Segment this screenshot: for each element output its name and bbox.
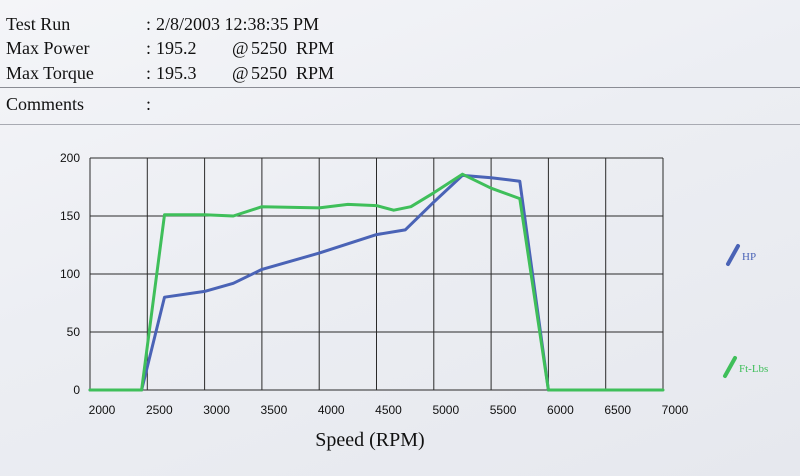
max-power-colon: : <box>146 38 152 58</box>
x-tick-label-2500: 2500 <box>146 403 173 417</box>
y-tick-label-0: 0 <box>73 383 80 397</box>
max-power-unit: RPM <box>296 38 335 58</box>
max-power-rpm: 5250 <box>251 38 287 58</box>
x-tick-label-4000: 4000 <box>318 403 345 417</box>
series-line-ft-lbs <box>88 172 665 392</box>
legend-swatch-hp <box>726 244 740 266</box>
chart-series <box>88 172 665 392</box>
max-power-label: Max Power <box>6 38 90 58</box>
comments-colon: : <box>146 94 152 114</box>
test-run-value: 2/8/2003 12:38:35 PM <box>156 14 320 34</box>
x-axis-title: Speed (RPM) <box>315 429 424 451</box>
x-tick-label-6500: 6500 <box>604 403 631 417</box>
max-torque-colon: : <box>146 63 152 83</box>
x-tick-label-4500: 4500 <box>375 403 402 417</box>
header-divider-bottom <box>0 124 800 125</box>
max-power-at: @ <box>232 38 249 58</box>
x-tick-label-3000: 3000 <box>203 403 230 417</box>
y-tick-label-50: 50 <box>67 325 81 339</box>
chart-legend: HP Ft-Lbs <box>723 244 768 378</box>
legend-swatch-ft-lbs <box>723 356 737 378</box>
max-torque-value: 195.3 <box>156 63 197 83</box>
max-power-value: 195.2 <box>156 38 197 58</box>
chart-tick-labels: 2000 2500 3000 3500 4000 4500 5000 5500 6000 6500… <box>60 151 689 417</box>
chart-grid <box>89 157 664 391</box>
comments-label: Comments <box>6 94 85 114</box>
test-run-label: Test Run <box>6 14 71 34</box>
y-tick-label-150: 150 <box>60 209 80 223</box>
legend-label-hp: HP <box>742 251 756 263</box>
max-torque-unit: RPM <box>296 63 335 83</box>
x-tick-label-6000: 6000 <box>547 403 574 417</box>
x-tick-label-3500: 3500 <box>261 403 288 417</box>
x-tick-label-5000: 5000 <box>432 403 459 417</box>
max-torque-rpm: 5250 <box>251 63 287 83</box>
x-tick-label-5500: 5500 <box>490 403 517 417</box>
x-tick-label-7000: 7000 <box>662 403 689 417</box>
max-torque-label: Max Torque <box>6 63 94 83</box>
max-torque-at: @ <box>232 63 249 83</box>
x-tick-label-2000: 2000 <box>89 403 116 417</box>
legend-label-ft-lbs: Ft-Lbs <box>739 363 768 375</box>
y-tick-label-200: 200 <box>60 151 80 165</box>
test-run-colon: : <box>146 14 152 34</box>
y-tick-label-100: 100 <box>60 267 80 281</box>
series-line-hp <box>88 173 550 392</box>
header-divider-top <box>0 87 800 88</box>
